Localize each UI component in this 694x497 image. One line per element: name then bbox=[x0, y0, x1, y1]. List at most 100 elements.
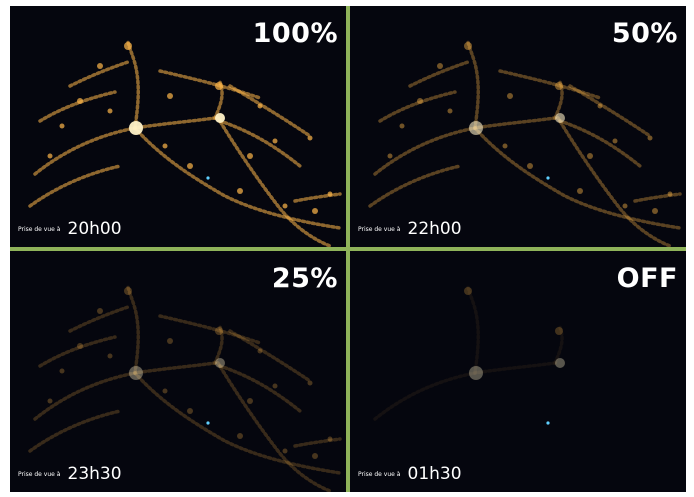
capture-time: 20h00 bbox=[67, 219, 122, 239]
capture-time-caption: Prise de vue à 20h00 bbox=[18, 219, 122, 239]
light-cluster bbox=[215, 113, 225, 123]
panel-50: 50% Prise de vue à 22h00 bbox=[350, 6, 686, 247]
light-cluster bbox=[272, 138, 278, 144]
light-cluster bbox=[387, 153, 393, 159]
lit-street bbox=[133, 126, 342, 230]
light-cluster bbox=[652, 208, 658, 214]
light-cluster bbox=[417, 98, 423, 104]
light-cluster bbox=[272, 383, 278, 389]
lit-street bbox=[38, 90, 117, 123]
lit-street bbox=[158, 69, 262, 100]
lit-street bbox=[408, 60, 470, 88]
light-cluster bbox=[507, 93, 513, 99]
lit-street bbox=[216, 116, 332, 247]
lit-street bbox=[28, 409, 122, 453]
lighting-level-label: 50% bbox=[611, 18, 678, 49]
light-cluster bbox=[97, 308, 103, 314]
light-cluster bbox=[167, 338, 173, 344]
light-cluster bbox=[437, 63, 443, 69]
city-lights-image bbox=[368, 40, 682, 247]
lit-street bbox=[216, 361, 332, 492]
light-cluster bbox=[162, 388, 168, 394]
light-cluster bbox=[215, 358, 225, 368]
lit-street bbox=[466, 285, 480, 375]
blue-light-point bbox=[206, 421, 210, 425]
light-cluster bbox=[237, 188, 243, 194]
blue-light-point bbox=[546, 176, 550, 180]
lit-street bbox=[293, 437, 342, 448]
lit-street bbox=[293, 192, 342, 203]
light-cluster bbox=[129, 121, 143, 135]
light-cluster bbox=[77, 98, 83, 104]
lit-street bbox=[498, 69, 602, 100]
light-cluster bbox=[59, 123, 65, 129]
lit-street bbox=[373, 361, 557, 421]
lit-street bbox=[558, 119, 642, 168]
light-cluster bbox=[129, 366, 143, 380]
city-lights-image bbox=[28, 285, 342, 492]
lit-street bbox=[228, 84, 312, 138]
light-cluster bbox=[247, 153, 253, 159]
light-cluster bbox=[307, 135, 313, 141]
light-cluster bbox=[469, 121, 483, 135]
caption-prefix: Prise de vue à bbox=[18, 470, 61, 478]
light-cluster bbox=[282, 203, 288, 209]
light-cluster bbox=[587, 153, 593, 159]
light-cluster bbox=[327, 436, 333, 442]
lit-street bbox=[228, 329, 312, 383]
light-cluster bbox=[307, 380, 313, 386]
lit-street bbox=[466, 40, 480, 130]
light-cluster bbox=[555, 82, 563, 90]
lit-street bbox=[553, 325, 564, 365]
light-cluster bbox=[162, 143, 168, 149]
light-cluster bbox=[187, 163, 193, 169]
lit-street bbox=[368, 164, 462, 208]
lit-street bbox=[133, 371, 342, 475]
lit-street bbox=[218, 119, 302, 168]
lit-street bbox=[28, 164, 122, 208]
lit-street bbox=[38, 335, 117, 368]
blue-light-point bbox=[546, 421, 550, 425]
light-cluster bbox=[399, 123, 405, 129]
caption-prefix: Prise de vue à bbox=[358, 225, 401, 233]
light-cluster bbox=[107, 108, 113, 114]
city-lights-image bbox=[28, 40, 342, 247]
light-cluster bbox=[47, 398, 53, 404]
lit-street bbox=[553, 80, 564, 120]
light-cluster bbox=[312, 453, 318, 459]
light-cluster bbox=[597, 103, 603, 109]
light-cluster bbox=[667, 191, 673, 197]
light-cluster bbox=[124, 42, 132, 50]
lit-street bbox=[473, 126, 682, 230]
lit-street bbox=[378, 90, 457, 123]
comparison-grid: 100% Prise de vue à 20h00 50% Prise de v… bbox=[10, 6, 686, 492]
light-cluster bbox=[257, 103, 263, 109]
capture-time: 01h30 bbox=[407, 464, 462, 484]
lit-street bbox=[568, 84, 652, 138]
light-cluster bbox=[187, 408, 193, 414]
panel-100: 100% Prise de vue à 20h00 bbox=[10, 6, 346, 247]
capture-time-caption: Prise de vue à 23h30 bbox=[18, 464, 122, 484]
lit-street bbox=[218, 364, 302, 413]
lit-street bbox=[68, 305, 130, 333]
lit-street bbox=[158, 314, 262, 345]
light-cluster bbox=[247, 398, 253, 404]
light-cluster bbox=[464, 42, 472, 50]
blue-light-point bbox=[206, 176, 210, 180]
panel-25: 25% Prise de vue à 23h30 bbox=[10, 251, 346, 492]
caption-prefix: Prise de vue à bbox=[358, 470, 401, 478]
light-cluster bbox=[107, 353, 113, 359]
capture-time-caption: Prise de vue à 01h30 bbox=[358, 464, 462, 484]
light-cluster bbox=[215, 327, 223, 335]
light-cluster bbox=[647, 135, 653, 141]
light-cluster bbox=[555, 358, 565, 368]
light-cluster bbox=[555, 327, 563, 335]
light-cluster bbox=[469, 366, 483, 380]
lit-street bbox=[556, 116, 672, 247]
light-cluster bbox=[124, 287, 132, 295]
lit-street bbox=[213, 325, 224, 365]
light-cluster bbox=[215, 82, 223, 90]
light-cluster bbox=[257, 348, 263, 354]
lit-street bbox=[633, 192, 682, 203]
